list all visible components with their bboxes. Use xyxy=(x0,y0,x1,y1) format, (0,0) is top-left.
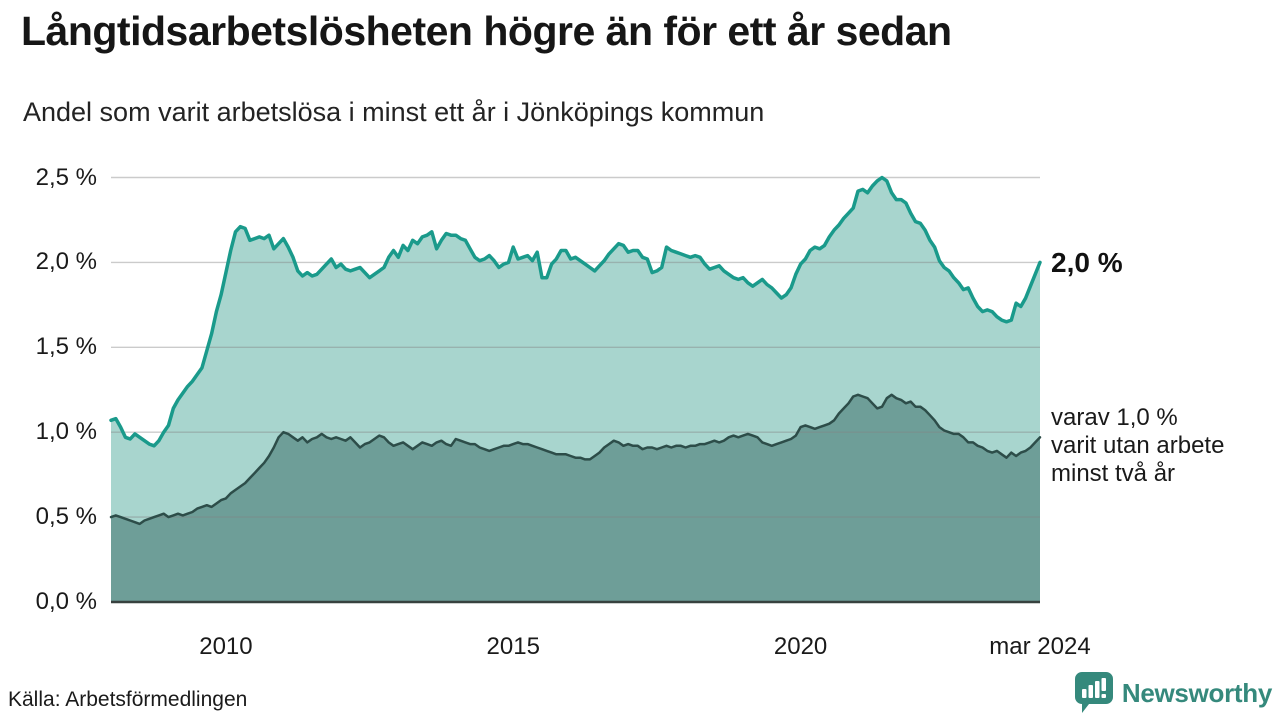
y-tick-label: 2,5 % xyxy=(35,163,97,191)
x-tick-label: 2020 xyxy=(773,633,828,660)
x-tick-label: mar 2024 xyxy=(989,633,1091,660)
series-1yr-line xyxy=(109,175,1042,448)
source-note: Källa: Arbetsförmedlingen xyxy=(8,688,248,711)
y-tick-label: 1,5 % xyxy=(35,333,97,361)
x-tick-label: 2015 xyxy=(486,633,540,660)
y-tick-label: 0,5 % xyxy=(35,503,97,531)
y-tick-label: 2,0 % xyxy=(35,248,97,276)
page-title: Långtidsarbetslösheten högre än för ett … xyxy=(21,8,952,54)
chart-subtitle: Andel som varit arbetslösa i minst ett å… xyxy=(23,97,765,127)
y-tick-label: 0,0 % xyxy=(35,588,97,615)
x-tick-label: 2010 xyxy=(199,633,253,660)
newsworthy-logo: Newsworthy xyxy=(1074,672,1272,714)
annotation-line: minst två år xyxy=(1051,460,1176,487)
annotation-line: varit utan arbete xyxy=(1051,432,1225,459)
bar-chart-speech-bubble-icon xyxy=(1074,672,1113,713)
series-2yr-line xyxy=(109,393,1042,526)
y-tick-label: 1,0 % xyxy=(35,418,97,446)
annotation-line: varav 1,0 % xyxy=(1051,404,1178,431)
series-2yr-area xyxy=(111,394,1040,602)
series-2yr-annotation: varav 1,0 % varit utan arbete minst två … xyxy=(1051,404,1224,488)
series-latest-value-label: 2,0 % xyxy=(1051,247,1123,278)
logo-wordmark: Newsworthy xyxy=(1121,677,1272,708)
